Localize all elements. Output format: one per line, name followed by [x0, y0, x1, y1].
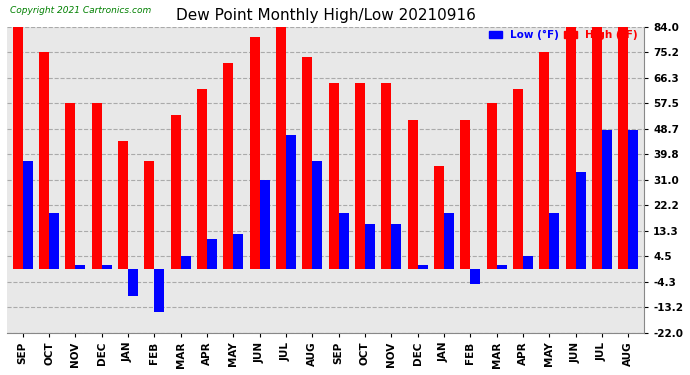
Text: Copyright 2021 Cartronics.com: Copyright 2021 Cartronics.com	[10, 6, 151, 15]
Bar	[618, 27, 628, 269]
Bar	[513, 88, 523, 269]
Bar	[382, 83, 391, 269]
Bar	[471, 269, 480, 284]
Bar	[155, 269, 164, 312]
Bar	[66, 103, 75, 269]
Bar	[434, 166, 444, 269]
Bar	[391, 224, 402, 269]
Bar	[302, 57, 313, 269]
Bar	[92, 103, 101, 269]
Bar	[224, 63, 233, 269]
Bar	[417, 265, 428, 269]
Bar	[144, 161, 155, 269]
Bar	[39, 52, 49, 269]
Bar	[12, 27, 23, 269]
Bar	[566, 27, 575, 269]
Bar	[328, 83, 339, 269]
Bar	[355, 83, 365, 269]
Bar	[313, 161, 322, 269]
Bar	[628, 130, 638, 269]
Legend: Low (°F), High (°F): Low (°F), High (°F)	[489, 29, 639, 41]
Bar	[128, 269, 138, 296]
Title: Dew Point Monthly High/Low 20210916: Dew Point Monthly High/Low 20210916	[175, 8, 475, 23]
Bar	[259, 180, 270, 269]
Bar	[233, 234, 244, 269]
Bar	[523, 256, 533, 269]
Bar	[197, 88, 207, 269]
Bar	[207, 239, 217, 269]
Bar	[602, 130, 612, 269]
Bar	[592, 27, 602, 269]
Bar	[75, 265, 86, 269]
Bar	[250, 37, 259, 269]
Bar	[23, 161, 32, 269]
Bar	[276, 27, 286, 269]
Bar	[170, 114, 181, 269]
Bar	[286, 135, 296, 269]
Bar	[49, 213, 59, 269]
Bar	[365, 224, 375, 269]
Bar	[460, 120, 471, 269]
Bar	[118, 141, 128, 269]
Bar	[444, 213, 454, 269]
Bar	[549, 213, 560, 269]
Bar	[181, 256, 190, 269]
Bar	[339, 213, 348, 269]
Bar	[486, 103, 497, 269]
Bar	[497, 265, 506, 269]
Bar	[408, 120, 417, 269]
Bar	[101, 265, 112, 269]
Bar	[540, 52, 549, 269]
Bar	[575, 172, 586, 269]
